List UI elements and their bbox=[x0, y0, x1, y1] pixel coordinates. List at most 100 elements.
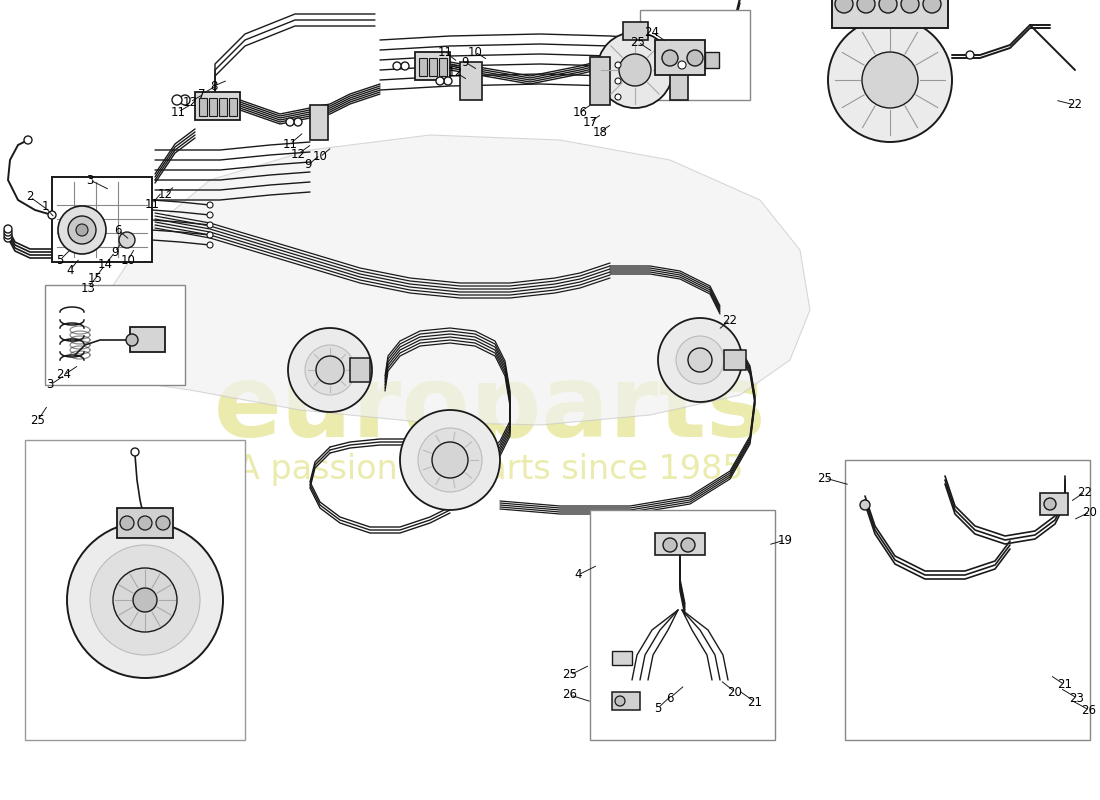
Circle shape bbox=[923, 0, 940, 13]
Text: 13: 13 bbox=[80, 282, 96, 294]
Text: 26: 26 bbox=[1081, 703, 1097, 717]
Circle shape bbox=[156, 516, 170, 530]
Text: 21: 21 bbox=[1057, 678, 1072, 691]
Text: 17: 17 bbox=[583, 115, 597, 129]
Text: 10: 10 bbox=[121, 254, 135, 266]
Circle shape bbox=[58, 206, 106, 254]
Circle shape bbox=[67, 522, 223, 678]
Text: 4: 4 bbox=[574, 569, 582, 582]
FancyBboxPatch shape bbox=[310, 105, 328, 140]
Circle shape bbox=[126, 334, 138, 346]
Circle shape bbox=[4, 234, 12, 242]
Text: 20: 20 bbox=[1082, 506, 1098, 518]
Text: 25: 25 bbox=[31, 414, 45, 426]
Circle shape bbox=[662, 50, 678, 66]
FancyBboxPatch shape bbox=[117, 508, 173, 538]
Circle shape bbox=[676, 336, 724, 384]
Text: 10: 10 bbox=[468, 46, 483, 58]
FancyBboxPatch shape bbox=[832, 0, 948, 28]
FancyBboxPatch shape bbox=[590, 57, 610, 105]
Text: 14: 14 bbox=[98, 258, 112, 271]
FancyBboxPatch shape bbox=[640, 10, 750, 100]
Circle shape bbox=[615, 94, 622, 100]
Circle shape bbox=[288, 328, 372, 412]
Circle shape bbox=[24, 136, 32, 144]
Circle shape bbox=[688, 348, 712, 372]
Circle shape bbox=[294, 118, 302, 126]
Circle shape bbox=[180, 95, 190, 105]
FancyBboxPatch shape bbox=[654, 40, 705, 75]
Text: 22: 22 bbox=[1078, 486, 1092, 498]
Text: 3: 3 bbox=[86, 174, 94, 186]
Text: 6: 6 bbox=[667, 691, 673, 705]
Circle shape bbox=[316, 356, 344, 384]
Text: 9: 9 bbox=[305, 158, 311, 171]
Text: 5: 5 bbox=[654, 702, 662, 714]
Circle shape bbox=[966, 51, 974, 59]
FancyBboxPatch shape bbox=[612, 651, 632, 665]
Circle shape bbox=[663, 538, 676, 552]
Circle shape bbox=[172, 95, 182, 105]
Circle shape bbox=[90, 545, 200, 655]
Text: A passion for parts since 1985: A passion for parts since 1985 bbox=[236, 454, 744, 486]
Circle shape bbox=[207, 222, 213, 228]
Circle shape bbox=[828, 18, 952, 142]
FancyBboxPatch shape bbox=[460, 62, 482, 100]
Circle shape bbox=[4, 225, 12, 233]
Circle shape bbox=[207, 202, 213, 208]
Text: 12: 12 bbox=[183, 95, 198, 109]
Text: 11: 11 bbox=[170, 106, 186, 118]
FancyBboxPatch shape bbox=[845, 460, 1090, 740]
Circle shape bbox=[597, 32, 673, 108]
Circle shape bbox=[615, 78, 622, 84]
Circle shape bbox=[436, 77, 444, 85]
FancyBboxPatch shape bbox=[350, 358, 370, 382]
FancyBboxPatch shape bbox=[195, 92, 240, 120]
FancyBboxPatch shape bbox=[670, 58, 688, 100]
Text: 25: 25 bbox=[562, 669, 578, 682]
Text: 24: 24 bbox=[56, 369, 72, 382]
FancyBboxPatch shape bbox=[219, 98, 227, 116]
Text: 22: 22 bbox=[1067, 98, 1082, 111]
Text: europarts: europarts bbox=[213, 362, 767, 458]
Circle shape bbox=[113, 568, 177, 632]
FancyBboxPatch shape bbox=[590, 510, 776, 740]
Circle shape bbox=[133, 588, 157, 612]
Text: 18: 18 bbox=[593, 126, 607, 138]
Circle shape bbox=[207, 242, 213, 248]
Circle shape bbox=[4, 228, 12, 236]
Text: 3: 3 bbox=[46, 378, 54, 391]
Text: 8: 8 bbox=[210, 79, 218, 93]
Circle shape bbox=[444, 77, 452, 85]
Circle shape bbox=[400, 410, 500, 510]
FancyBboxPatch shape bbox=[52, 177, 152, 262]
FancyBboxPatch shape bbox=[724, 350, 746, 370]
Text: 10: 10 bbox=[312, 150, 328, 163]
Text: 16: 16 bbox=[572, 106, 587, 118]
Text: 22: 22 bbox=[723, 314, 737, 326]
Text: 24: 24 bbox=[645, 26, 660, 38]
Circle shape bbox=[286, 118, 294, 126]
Text: 20: 20 bbox=[727, 686, 742, 698]
Text: 15: 15 bbox=[88, 271, 102, 285]
FancyBboxPatch shape bbox=[1040, 493, 1068, 515]
FancyBboxPatch shape bbox=[439, 58, 447, 76]
Circle shape bbox=[48, 211, 56, 219]
FancyBboxPatch shape bbox=[199, 98, 207, 116]
Text: 25: 25 bbox=[630, 35, 646, 49]
Circle shape bbox=[862, 52, 918, 108]
Text: 26: 26 bbox=[562, 689, 578, 702]
FancyBboxPatch shape bbox=[45, 285, 185, 385]
Text: 12: 12 bbox=[290, 147, 306, 161]
Circle shape bbox=[393, 62, 402, 70]
Circle shape bbox=[857, 0, 874, 13]
Circle shape bbox=[835, 0, 852, 13]
Circle shape bbox=[207, 232, 213, 238]
Circle shape bbox=[658, 318, 742, 402]
Circle shape bbox=[615, 62, 622, 68]
Circle shape bbox=[615, 696, 625, 706]
Circle shape bbox=[432, 442, 468, 478]
Text: 11: 11 bbox=[438, 46, 452, 58]
FancyBboxPatch shape bbox=[623, 22, 648, 40]
FancyBboxPatch shape bbox=[229, 98, 236, 116]
